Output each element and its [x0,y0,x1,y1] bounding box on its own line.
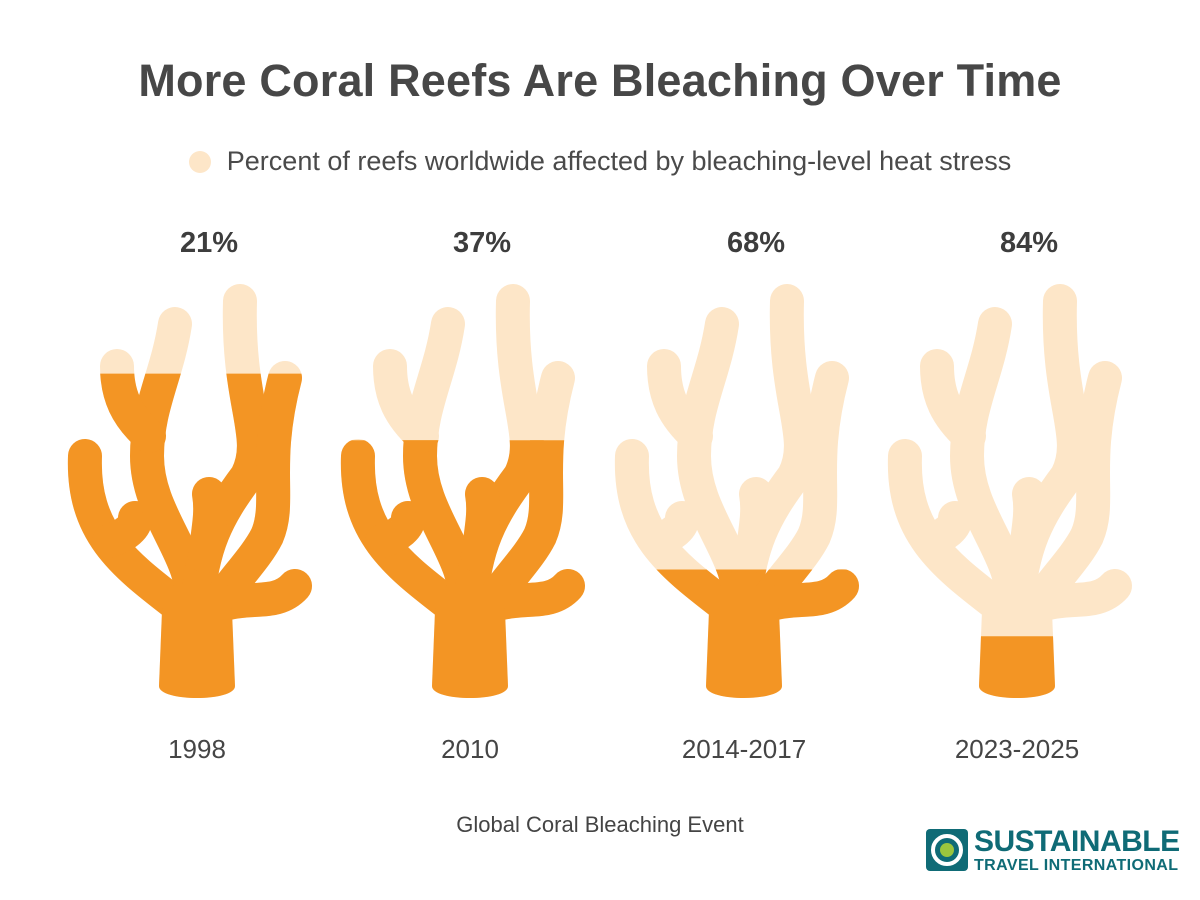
category-label-2023-2025: 2023-2025 [955,734,1079,764]
legend-label: Percent of reefs worldwide affected by b… [226,146,1012,176]
bleached-branch [950,307,1030,623]
bleached-branch [1008,477,1048,573]
bleached-branch [1028,569,1132,621]
healthy-branch [365,501,426,558]
category-label-2014-2017: 2014-2017 [682,734,806,764]
logo-subtitle: TRAVEL INTERNATIONAL [974,856,1179,874]
category-label-1998: 1998 [168,734,226,764]
healthy-trunk [432,586,508,698]
coral-healthy-bar-2023-2025 [979,636,1055,698]
healthy-branch [200,373,302,621]
coral-healthy-bar-1998 [67,373,312,698]
healthy-branch [481,569,585,621]
coral-bleached-2023-2025 [887,284,1132,698]
bleached-branch [647,349,713,453]
healthy-branch [473,440,565,621]
x-axis-title: Global Coral Bleaching Event [456,812,744,837]
bleached-branch [735,477,775,573]
healthy-branch [461,477,501,573]
healthy-branch [188,477,228,573]
globe-icon [926,829,968,871]
legend-swatch [188,150,211,173]
healthy-trunk [979,636,1055,698]
bleached-branch [1020,361,1122,621]
bleached-branch [912,501,973,558]
coral-bleached-2014-2017 [614,284,859,698]
healthy-trunk [706,586,782,698]
healthy-branch [747,569,813,621]
coral-healthy-bar-2010 [340,440,585,698]
chart-title: More Coral Reefs Are Bleaching Over Time [138,55,1062,106]
bleached-branch [920,349,986,453]
healthy-branch [755,569,859,621]
coral-healthy-bar-2014-2017 [656,569,859,698]
healthy-branch [403,440,483,623]
logo-name: SUSTAINABLE [974,824,1180,858]
value-label-2023-2025: 84% [1000,227,1058,259]
healthy-branch [130,373,210,623]
healthy-branch [100,373,166,453]
bleached-branch [373,349,439,453]
value-label-2010: 37% [453,227,511,259]
legend: Percent of reefs worldwide affected by b… [0,146,1200,177]
category-label-2010: 2010 [441,734,499,764]
bleached-branch [639,501,700,558]
healthy-branch [92,501,153,558]
value-label-1998: 21% [180,227,238,259]
bleached-branch [677,307,757,623]
healthy-trunk [159,586,235,698]
value-label-2014-2017: 68% [727,227,785,259]
brand-logo: SUSTAINABLE TRAVEL INTERNATIONAL [926,826,1180,874]
healthy-branch [208,569,312,621]
